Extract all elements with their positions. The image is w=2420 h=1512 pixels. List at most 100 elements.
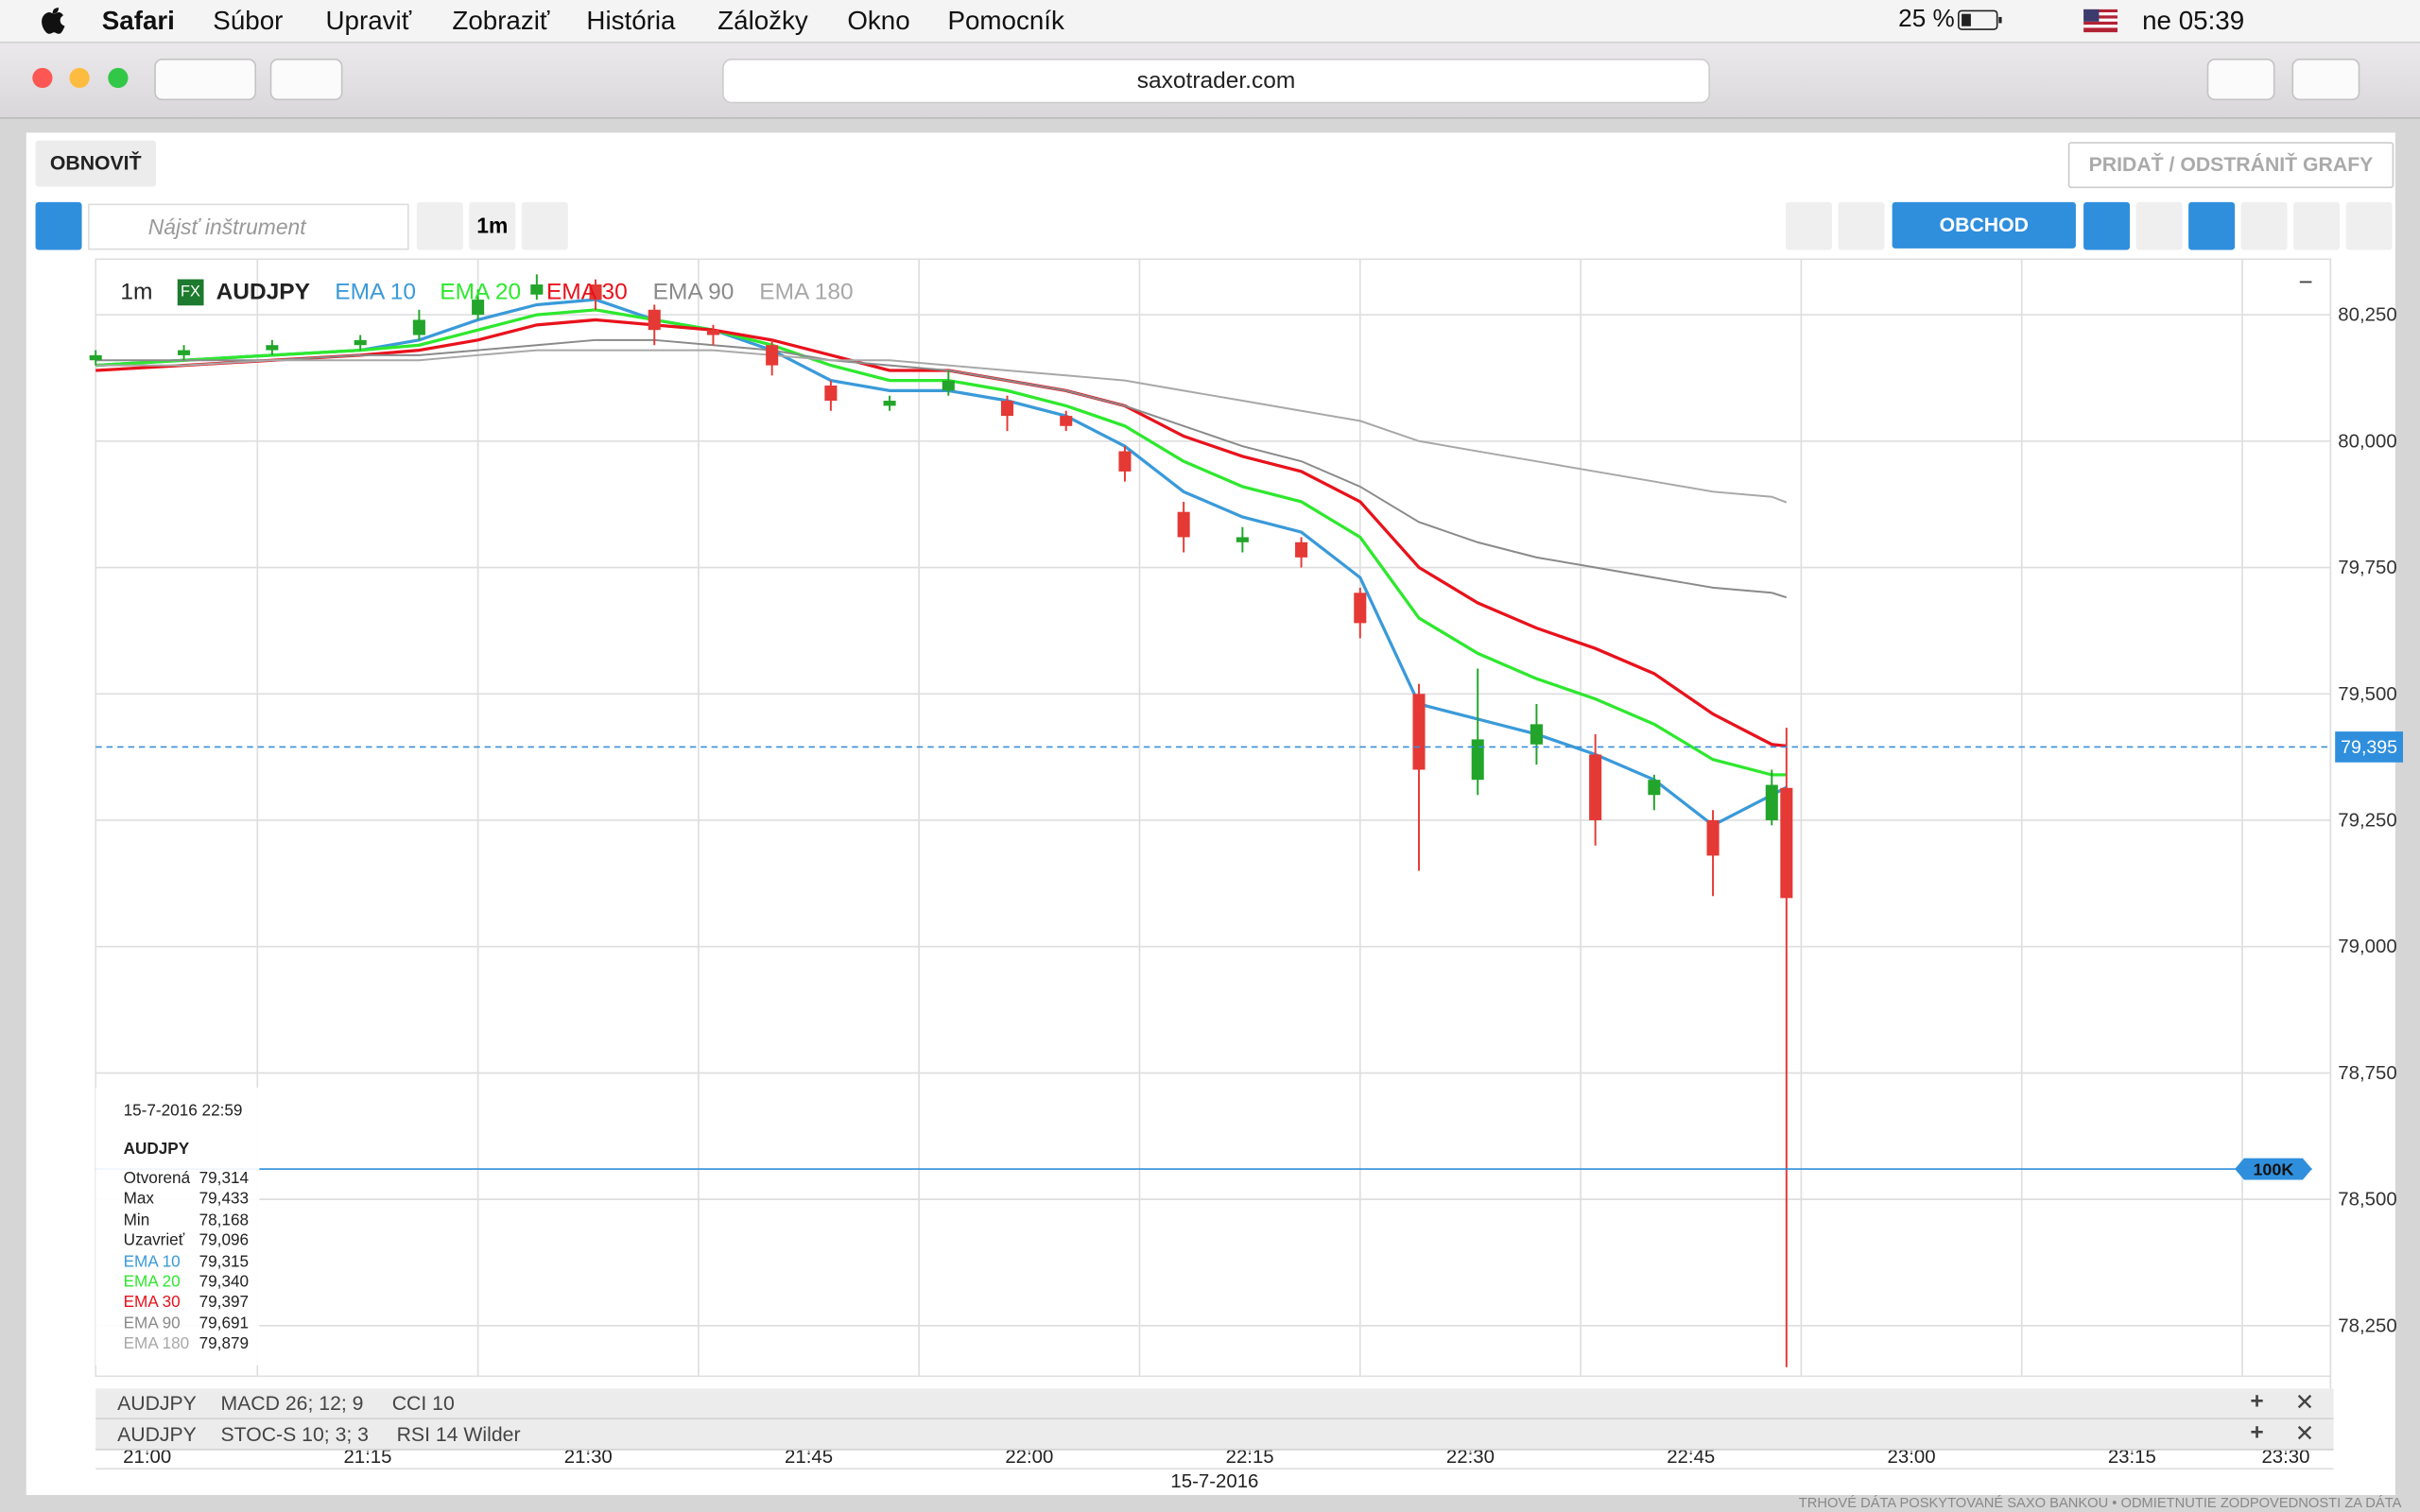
menu-item[interactable]: Okno [847, 6, 910, 36]
indicator-button[interactable] [1785, 201, 1832, 250]
info-label: EMA 20 [123, 1272, 181, 1292]
add-icon[interactable]: + [2250, 1419, 2264, 1446]
ema-line [95, 308, 1787, 777]
nav-buttons[interactable] [154, 59, 257, 101]
share-button[interactable] [2206, 59, 2275, 101]
settings-button[interactable] [2345, 201, 2393, 250]
crosshair-button[interactable] [2083, 201, 2131, 250]
menu-bar: Safari Súbor Upraviť Zobraziť História Z… [0, 0, 2420, 43]
info-label: Uzavrieť [123, 1231, 185, 1250]
fit-button[interactable] [2188, 201, 2236, 250]
x-tick-label: 21:30 [564, 1447, 613, 1468]
indicator[interactable]: MACD 26; 12; 9 [220, 1391, 364, 1416]
candle-body [354, 339, 367, 346]
battery-text[interactable]: 25 % [1898, 6, 1955, 33]
close-button[interactable] [32, 67, 53, 89]
candle-body [1236, 537, 1249, 542]
info-panel: 15-7-2016 22:59 AUDJPY Otvorená 79,314 Max… [95, 1088, 260, 1366]
minimize-button[interactable] [69, 67, 90, 89]
add-remove-charts-button[interactable]: PRIDAŤ / ODSTRÁNIŤ GRAFY [2067, 142, 2394, 189]
menu-item[interactable]: Upraviť [325, 6, 412, 36]
link-button[interactable] [35, 201, 82, 250]
candle-body [89, 354, 102, 361]
indicator[interactable]: RSI 14 Wilder [396, 1422, 521, 1446]
x-tick-label: 23:15 [2108, 1447, 2156, 1468]
candle-body [1765, 784, 1778, 820]
info-value: 78,168 [199, 1211, 250, 1229]
search-box[interactable]: Nájsť inštrument [88, 203, 409, 250]
y-tick-label: 80,000 [2338, 431, 2396, 452]
plot-area [95, 258, 2332, 1378]
legend-entry: EMA 90 [652, 279, 735, 306]
order-label: 100K [2253, 1160, 2293, 1179]
candle-body [178, 350, 191, 355]
refresh-button[interactable]: OBNOVIŤ [35, 140, 156, 187]
sidebar-button[interactable] [269, 59, 343, 101]
candle-body [1177, 511, 1190, 538]
x-tick-label: 21:15 [343, 1447, 391, 1468]
menu-app[interactable]: Safari [101, 6, 175, 36]
zoom-in-button[interactable] [2135, 201, 2183, 250]
candle-body [1000, 401, 1014, 417]
indicator-instrument: AUDJPY [117, 1422, 197, 1446]
y-tick-label: 80,250 [2338, 305, 2396, 326]
add-button[interactable] [416, 201, 463, 250]
y-tick-label: 78,750 [2338, 1063, 2396, 1084]
apple-logo[interactable] [40, 7, 65, 34]
info-datetime: 15-7-2016 22:59 [123, 1101, 243, 1121]
battery-icon[interactable] [1957, 9, 2003, 32]
info-label: Max [123, 1190, 155, 1210]
menu-item[interactable]: Zobraziť [452, 6, 550, 36]
url-text: saxotrader.com [1136, 67, 1296, 94]
indicator-row: AUDJPY STOC-S 10; 3; 3 RSI 14 Wilder + ✕ [95, 1419, 2334, 1451]
candle-body [1648, 780, 1661, 796]
legend-entry: EMA 20 [440, 279, 522, 306]
info-label: EMA 30 [123, 1293, 181, 1313]
reload-button[interactable] [2240, 201, 2288, 250]
candle-body [589, 284, 602, 301]
indicator-instrument: AUDJPY [117, 1391, 197, 1416]
add-icon[interactable]: + [2250, 1388, 2264, 1416]
zoom-button[interactable] [108, 67, 129, 89]
indicator[interactable]: CCI 10 [391, 1391, 455, 1416]
info-value: 79,879 [199, 1334, 250, 1354]
snapshot-button[interactable] [2293, 201, 2341, 250]
minimize-chart: − [2299, 267, 2313, 296]
candle-body [412, 319, 425, 335]
search-placeholder: Nájsť inštrument [147, 214, 306, 240]
menu-item[interactable]: Súbor [213, 6, 284, 36]
x-tick-label: 22:45 [1667, 1447, 1715, 1468]
chart-type-button[interactable] [521, 201, 568, 250]
legend-badge: FX [177, 279, 204, 306]
ema-line [95, 349, 1788, 504]
menu-item[interactable]: Pomocník [947, 6, 1064, 36]
y-tick-label: 79,750 [2338, 558, 2396, 578]
time-axis: 21:00 21:15 21:30 21:45 22:00 22:15 22:30 22:45… [95, 1447, 2334, 1494]
menu-item[interactable]: História [586, 6, 676, 36]
flag-icon[interactable] [2083, 9, 2118, 33]
info-value: 79,315 [199, 1252, 250, 1271]
x-tick-label: 21:00 [123, 1447, 171, 1468]
legend-interval: 1m [120, 279, 153, 306]
trade-button[interactable]: OBCHOD [1892, 201, 2076, 249]
time-axis-bg [95, 1447, 2334, 1494]
x-tick-label: 21:45 [785, 1447, 833, 1468]
tabs-button[interactable] [2291, 59, 2360, 101]
indicator[interactable]: STOC-S 10; 3; 3 [220, 1422, 369, 1446]
clock[interactable]: ne 05:39 [2142, 6, 2245, 36]
current-price-label: 79,395 [2341, 737, 2397, 758]
menu-item[interactable]: Záložky [717, 6, 808, 36]
date-label: 15-7-2016 [1170, 1471, 1258, 1492]
draw-button[interactable] [1838, 201, 1885, 250]
info-label: Min [123, 1211, 150, 1229]
address-bar[interactable]: saxotrader.com [722, 59, 1710, 104]
candle-body [1412, 694, 1426, 770]
close-icon[interactable]: ✕ [2294, 1420, 2315, 1448]
candle-body [1118, 451, 1132, 472]
close-icon[interactable]: ✕ [2294, 1390, 2315, 1417]
interval-button[interactable]: 1m [469, 201, 516, 250]
info-value: 79,691 [199, 1314, 250, 1333]
candle-body [706, 330, 719, 335]
info-label: EMA 90 [123, 1314, 181, 1333]
